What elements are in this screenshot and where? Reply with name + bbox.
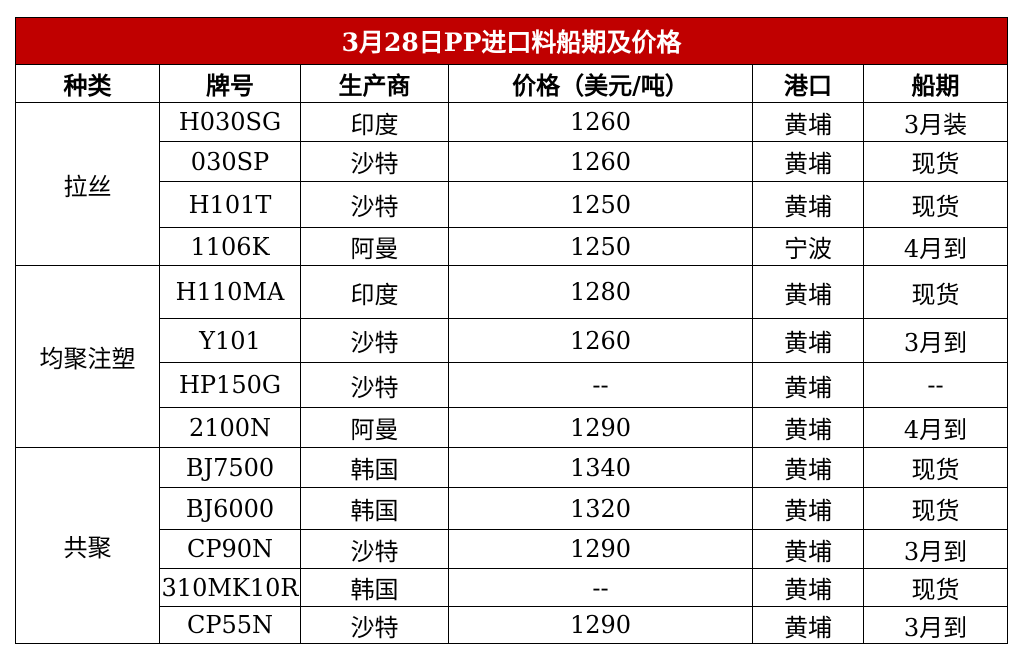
cell: 1260 — [448, 318, 753, 363]
data-row: 2100N 阿曼 1290 黄埔 4月到 — [16, 407, 1009, 448]
cell: 现货 — [862, 447, 1009, 488]
cell: 3月装 — [862, 102, 1009, 142]
cell: 阿曼 — [300, 407, 449, 448]
cell: H030SG — [159, 102, 301, 142]
cell: 1290 — [448, 407, 753, 448]
cell: 沙特 — [300, 362, 449, 408]
data-row: 拉丝 H030SG 印度 1260 黄埔 3月装 — [15, 102, 1009, 266]
cell: 黄埔 — [752, 606, 864, 644]
group-cell: 均聚注塑 — [15, 265, 160, 448]
cell: 阿曼 — [300, 227, 449, 266]
cell: 韩国 — [300, 447, 449, 488]
cell: CP55N — [159, 606, 301, 644]
header-row: 种类 牌号 生产商 价格（美元/吨） 港口 船期 — [15, 64, 1009, 103]
cell: BJ6000 — [159, 487, 301, 530]
cell: 黄埔 — [752, 102, 864, 142]
cell: 现货 — [862, 487, 1009, 530]
data-row: BJ6000 韩国 1320 黄埔 现货 — [16, 487, 1009, 530]
cell: 1106K — [159, 227, 301, 266]
data-row: 1106K 阿曼 1250 宁波 4月到 — [16, 227, 1009, 266]
cell: 印度 — [300, 265, 449, 319]
header-cell: 价格（美元/吨） — [448, 64, 753, 103]
cell: CP90N — [159, 529, 301, 569]
data-row: HP150G 沙特 -- 黄埔 -- — [16, 362, 1009, 408]
cell: 黄埔 — [752, 362, 864, 408]
cell: -- — [448, 568, 753, 607]
cell: -- — [862, 362, 1009, 408]
title-row: 3月28日PP进口料船期及价格 — [14, 17, 1009, 65]
cell: 1260 — [448, 141, 753, 182]
cell: 黄埔 — [752, 487, 864, 530]
cell: 4月到 — [862, 227, 1009, 266]
cell: H110MA — [159, 265, 301, 319]
cell: 3月到 — [862, 529, 1009, 569]
cell: 黄埔 — [752, 407, 864, 448]
cell: 宁波 — [752, 227, 864, 266]
cell: 黄埔 — [752, 181, 864, 228]
price-table: 3月28日PP进口料船期及价格 种类 牌号 生产商 价格（美元/吨） 港口 船期 拉丝 H0… — [14, 17, 1009, 644]
cell: 黄埔 — [752, 141, 864, 182]
data-row: 共聚 BJ7500 韩国 1340 黄埔 现货 — [15, 447, 1009, 644]
cell: 现货 — [862, 141, 1009, 182]
group-cell: 共聚 — [15, 447, 160, 644]
cell: 3月到 — [862, 318, 1009, 363]
cell: 现货 — [862, 265, 1009, 319]
cell: 2100N — [159, 407, 301, 448]
cell: Y101 — [159, 318, 301, 363]
cell: 1250 — [448, 227, 753, 266]
cell: 现货 — [862, 181, 1009, 228]
cell: 沙特 — [300, 318, 449, 363]
data-row: H101T 沙特 1250 黄埔 现货 — [16, 181, 1009, 228]
cell: 现货 — [862, 568, 1009, 607]
cell: 黄埔 — [752, 568, 864, 607]
header-cell: 港口 — [752, 64, 864, 103]
cell: 1340 — [448, 447, 753, 488]
data-row: 310MK10R 韩国 -- 黄埔 现货 — [16, 568, 1009, 607]
header-cell: 种类 — [15, 64, 160, 103]
header-cell: 船期 — [862, 64, 1009, 103]
cell: 310MK10R — [159, 568, 301, 607]
data-row: CP90N 沙特 1290 黄埔 3月到 — [16, 529, 1009, 569]
cell: H101T — [159, 181, 301, 228]
header-cell: 生产商 — [300, 64, 449, 103]
cell: 1280 — [448, 265, 753, 319]
cell: 沙特 — [300, 606, 449, 644]
data-row: 030SP 沙特 1260 黄埔 现货 — [16, 141, 1009, 182]
data-row: 均聚注塑 H110MA 印度 1280 黄埔 现货 — [15, 265, 1009, 448]
cell: 韩国 — [300, 568, 449, 607]
cell: 1260 — [448, 102, 753, 142]
cell: 3月到 — [862, 606, 1009, 644]
table-title: 3月28日PP进口料船期及价格 — [14, 17, 1009, 65]
cell: -- — [448, 362, 753, 408]
cell: 黄埔 — [752, 529, 864, 569]
cell: 黄埔 — [752, 265, 864, 319]
cell: 1250 — [448, 181, 753, 228]
cell: 1320 — [448, 487, 753, 530]
cell: 黄埔 — [752, 318, 864, 363]
data-row: CP55N 沙特 1290 黄埔 3月到 — [16, 606, 1009, 644]
cell: 沙特 — [300, 181, 449, 228]
cell: 4月到 — [862, 407, 1009, 448]
cell: 1290 — [448, 606, 753, 644]
cell: BJ7500 — [159, 447, 301, 488]
data-row: Y101 沙特 1260 黄埔 3月到 — [16, 318, 1009, 363]
cell: 印度 — [300, 102, 449, 142]
group-cell: 拉丝 — [15, 102, 160, 266]
header-cell: 牌号 — [159, 64, 301, 103]
cell: 030SP — [159, 141, 301, 182]
cell: 黄埔 — [752, 447, 864, 488]
cell: 1290 — [448, 529, 753, 569]
cell: 沙特 — [300, 141, 449, 182]
cell: 沙特 — [300, 529, 449, 569]
cell: HP150G — [159, 362, 301, 408]
cell: 韩国 — [300, 487, 449, 530]
